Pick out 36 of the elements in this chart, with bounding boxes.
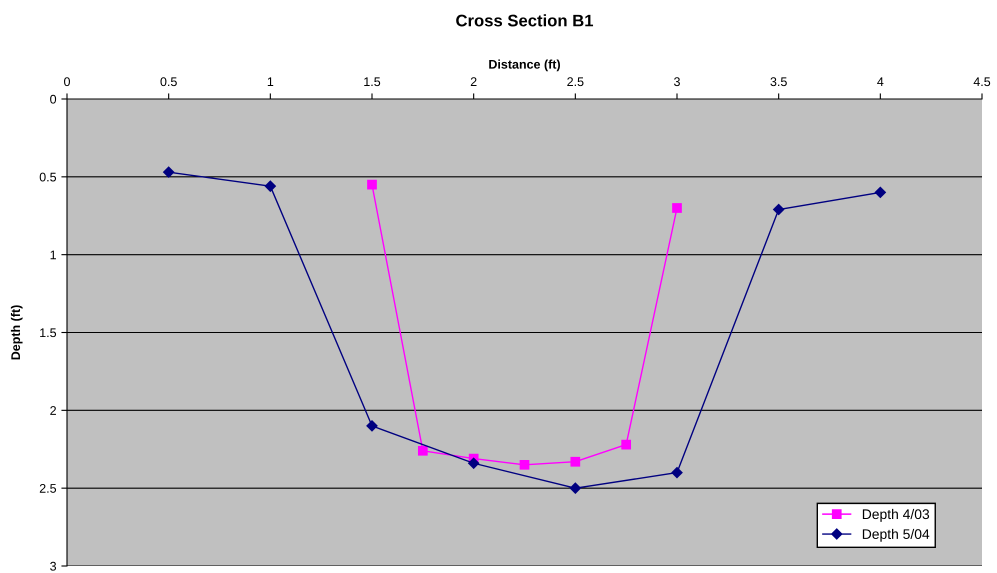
x-tick-label: 1.5 bbox=[364, 77, 380, 86]
point bbox=[163, 166, 174, 178]
x-tick-label: 2.5 bbox=[567, 77, 584, 86]
y-tick-label: 2.5 bbox=[40, 484, 56, 493]
point bbox=[672, 203, 682, 213]
x-tick-label: 2 bbox=[470, 77, 477, 86]
point bbox=[366, 420, 378, 432]
x-axis-title: Distance (ft) bbox=[489, 60, 560, 72]
y-tick-label: 0 bbox=[50, 94, 56, 104]
point bbox=[621, 440, 632, 450]
y-tick-label: 3 bbox=[50, 562, 56, 571]
legend-label: Depth 4/03 bbox=[862, 508, 930, 522]
legend-label: Depth 5/04 bbox=[862, 528, 930, 542]
point bbox=[367, 180, 377, 190]
point bbox=[773, 204, 784, 216]
point bbox=[570, 482, 581, 494]
x-tick-label: 1 bbox=[268, 77, 274, 86]
x-tick-label: 4 bbox=[877, 77, 884, 86]
x-tick-label: 0 bbox=[64, 77, 70, 86]
y-tick-label: 1 bbox=[50, 250, 56, 260]
point bbox=[520, 460, 530, 470]
y-tick-label: 2 bbox=[50, 406, 56, 415]
point bbox=[468, 458, 480, 469]
point bbox=[418, 446, 428, 456]
x-tick-label: 3.5 bbox=[770, 77, 787, 86]
y-tick-label: 0.5 bbox=[40, 172, 56, 182]
point bbox=[874, 186, 886, 198]
point bbox=[671, 466, 683, 478]
x-tick-label: 3 bbox=[674, 77, 680, 86]
x-tick-label: 4.5 bbox=[974, 77, 990, 86]
point bbox=[264, 180, 276, 192]
y-axis-title: Depth (ft) bbox=[10, 305, 23, 360]
chart-title: Cross Section B1 bbox=[456, 14, 594, 26]
x-tick-label: 0.5 bbox=[160, 77, 177, 86]
y-tick-label: 1.5 bbox=[40, 328, 56, 338]
point bbox=[570, 456, 580, 467]
